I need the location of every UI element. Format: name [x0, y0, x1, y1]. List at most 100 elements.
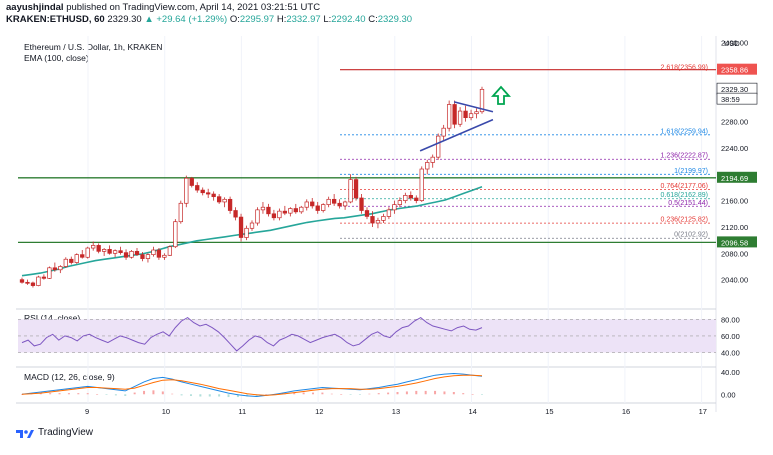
candle-body	[370, 216, 375, 224]
candle-body	[446, 104, 452, 129]
macd-histogram-bar	[443, 391, 446, 395]
rsi-tick-label: 60.00	[721, 332, 740, 341]
candle	[260, 201, 266, 214]
candle-body	[41, 276, 47, 279]
y-tick-label: 2280.00	[721, 118, 748, 127]
candle-body	[397, 200, 403, 205]
candle	[216, 194, 222, 204]
symbol: KRAKEN:ETHUSD, 60	[6, 14, 105, 25]
ema-legend: EMA (100, close)	[24, 53, 89, 63]
macd-histogram-bar	[67, 393, 70, 395]
candle	[299, 205, 304, 214]
high-label: H:	[276, 14, 287, 25]
candle	[167, 245, 173, 256]
candle	[271, 209, 277, 221]
tradingview-wordmark: TradingView	[38, 427, 94, 438]
candle-body	[414, 197, 419, 201]
macd-histogram-bar	[189, 394, 192, 396]
candle-body	[441, 127, 446, 137]
macd-tick-label: 0.00	[721, 390, 736, 399]
candle	[189, 176, 194, 188]
y-tick-label: 2080.00	[721, 249, 748, 258]
candle-body	[375, 220, 381, 224]
x-tick-label: 10	[162, 407, 170, 416]
candle	[266, 203, 271, 217]
y-tick-label: 2160.00	[721, 197, 748, 206]
macd-histogram-bar	[199, 394, 202, 397]
candle	[173, 219, 178, 249]
candle	[58, 265, 63, 274]
candle	[414, 195, 419, 204]
candle	[249, 220, 255, 231]
candle	[52, 262, 58, 272]
macd-histogram-bar	[302, 392, 305, 395]
candle-body	[364, 210, 370, 217]
candle-body	[233, 210, 238, 218]
price-change: ▲ +29.64 (+1.29%)	[144, 14, 228, 25]
candle-body	[25, 281, 30, 284]
candle-body	[353, 179, 359, 199]
macd-histogram-bar	[396, 392, 399, 395]
candle-body	[348, 179, 353, 203]
candle-body	[293, 208, 298, 213]
candle-body	[118, 250, 123, 254]
x-tick-label: 15	[545, 407, 553, 416]
price-tag-support-top: 2194.69	[721, 174, 748, 183]
x-tick-label: 17	[699, 407, 707, 416]
publisher-user: aayushjindal	[6, 2, 64, 13]
candle	[112, 249, 118, 258]
candle-body	[19, 279, 25, 283]
macd-histogram-bar	[77, 393, 80, 395]
candle-body	[173, 221, 178, 248]
candle	[381, 213, 386, 224]
candle-body	[359, 197, 364, 211]
candle	[441, 124, 446, 142]
tradingview-logo[interactable]: TradingView	[16, 427, 93, 438]
candle	[238, 213, 244, 242]
candle-body	[216, 196, 222, 203]
fib-level-label: 2.618(2356.99)	[661, 64, 708, 71]
close-value: 2329.30	[377, 14, 413, 25]
macd-histogram-bar	[208, 394, 211, 397]
macd-histogram-bar	[349, 394, 352, 395]
candle	[156, 248, 162, 260]
macd-histogram-bar	[452, 392, 455, 395]
candle-body	[288, 208, 293, 214]
candle	[195, 182, 200, 193]
candle	[331, 194, 337, 206]
macd-histogram-bar	[161, 391, 164, 395]
candle-body	[134, 250, 140, 255]
candle	[101, 248, 107, 256]
candle-body	[474, 111, 479, 115]
candle	[282, 205, 288, 216]
macd-histogram-bar	[114, 394, 117, 396]
macd-histogram-bar	[415, 390, 418, 395]
candle	[206, 188, 211, 198]
publisher-line: aayushjindal published on TradingView.co…	[6, 2, 320, 13]
candle	[255, 207, 260, 226]
candle	[151, 246, 156, 257]
candle-body	[457, 110, 463, 125]
candle	[408, 191, 413, 201]
symbol-line: KRAKEN:ETHUSD, 60 2329.30 ▲ +29.64 (+1.2…	[6, 14, 412, 25]
x-tick-label: 14	[469, 407, 477, 416]
candle	[474, 108, 479, 119]
candle	[277, 208, 282, 221]
fib-level-label: 0.5(2151.44)	[668, 200, 708, 207]
candle-body	[386, 209, 392, 217]
macd-histogram-bar	[180, 394, 183, 396]
y-tick-label: 2040.00	[721, 276, 748, 285]
candle-body	[452, 104, 457, 125]
x-tick-label: 12	[315, 407, 323, 416]
candle	[140, 252, 145, 262]
candle-body	[337, 202, 342, 207]
macd-histogram-bar	[39, 393, 42, 395]
candle-body	[140, 254, 145, 259]
candle-body	[419, 168, 424, 201]
macd-histogram-bar	[340, 394, 343, 395]
candle-body	[277, 210, 282, 219]
candle-body	[189, 177, 194, 186]
fib-level-label: 0.618(2162.89)	[661, 192, 708, 199]
candle-body	[211, 193, 216, 198]
